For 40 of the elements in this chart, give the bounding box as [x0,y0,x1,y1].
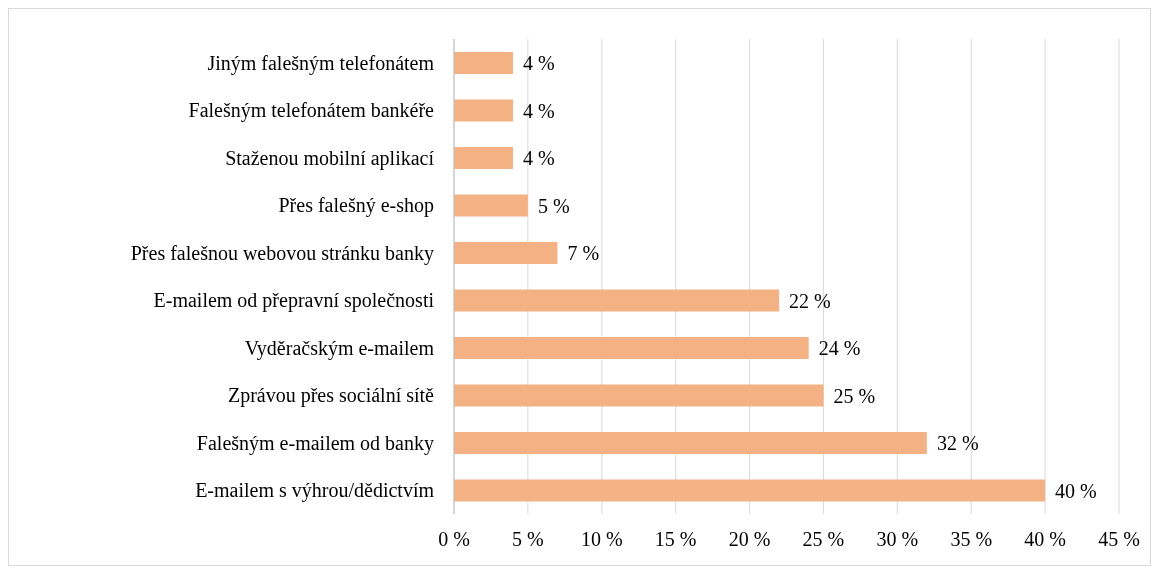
y-tick-label: E-mailem od přepravní společnosti [153,289,435,313]
y-tick-label: Falešným e-mailem od banky [196,431,434,455]
data-label: 4 % [523,99,555,122]
x-tick-label: 0 % [438,528,470,551]
data-label: 22 % [789,289,831,312]
data-label: 4 % [523,147,555,170]
x-tick-label: 45 % [1098,528,1140,551]
x-tick-label: 40 % [1024,528,1066,551]
bar [454,479,1046,502]
y-tick-label: Jiným falešným telefonátem [207,51,435,75]
data-label: 7 % [567,242,600,265]
y-tick-label: Staženou mobilní aplikací [225,146,435,170]
x-tick-label: 5 % [512,528,544,551]
bar [454,432,927,454]
bar [454,242,558,264]
data-label: 4 % [523,52,555,75]
data-label: 25 % [833,384,876,407]
y-tick-label: Zprávou přes sociální sítě [227,384,435,408]
bar [454,384,824,407]
y-tick-label: Přes falešnou webovou stránku banky [130,241,434,265]
x-tick-label: 20 % [728,528,771,551]
bar [454,194,528,217]
x-tick-label: 30 % [876,528,919,551]
bar [454,147,514,169]
x-tick-label: 35 % [950,528,993,551]
bar [454,99,514,122]
x-tick-label: 25 % [802,528,845,551]
data-label: 40 % [1055,479,1097,502]
y-tick-label: E-mailem s výhrou/dědictvím [195,479,435,503]
data-label: 24 % [818,337,861,360]
bar [454,52,514,74]
data-label: 32 % [936,432,979,455]
x-tick-label: 10 % [580,528,623,551]
x-tick-label: 15 % [654,528,697,551]
y-tick-label: Falešným telefonátem bankéře [188,99,435,123]
y-tick-label: Vyděračským e-mailem [244,336,435,360]
bar [454,337,809,359]
data-label: 5 % [537,194,570,217]
y-tick-label: Přes falešný e-shop [278,194,434,218]
bar [454,289,780,312]
